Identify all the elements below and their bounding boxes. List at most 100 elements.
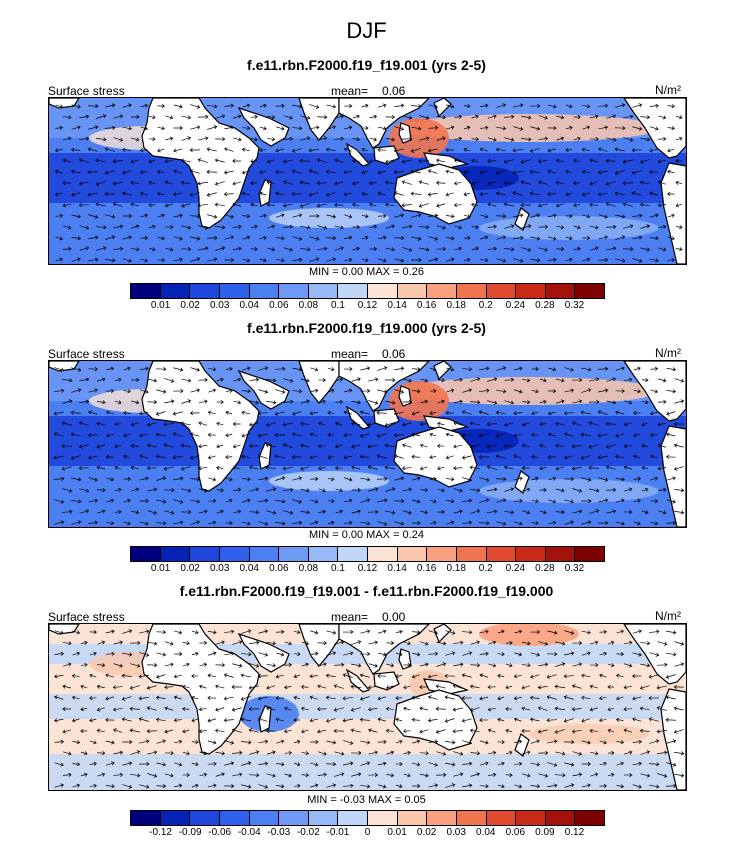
wind-vector [147,400,158,405]
wind-vector [113,137,124,142]
wind-vector [368,377,379,382]
wind-vector [377,213,387,218]
wind-vector [72,762,81,767]
wind-vector [581,169,590,174]
wind-vector [539,487,547,493]
wind-vector [326,762,337,767]
wind-vector [656,706,667,711]
wind-vector [78,158,89,163]
wind-vector [598,498,609,503]
wind-vector [555,378,565,383]
wind-vector [667,169,675,174]
wind-vector [123,389,131,394]
wind-vector [469,465,480,470]
wind-vector [403,706,411,711]
wind-vector [54,695,64,700]
wind-vector [265,465,276,470]
wind-vector [79,399,90,404]
wind-vector [266,202,275,207]
wind-vector [412,739,421,744]
wind-vector [571,421,582,426]
wind-vector [121,673,132,678]
wind-vector [615,389,625,394]
wind-vector [656,750,668,755]
wind-vector [478,521,490,526]
wind-vector [453,509,463,514]
wind-vector [395,784,403,789]
wind-vector [667,148,675,153]
wind-vector [606,246,617,251]
wind-vector [632,103,643,108]
wind-vector [148,159,156,164]
wind-vector [641,400,649,405]
wind-vector [190,388,201,393]
wind-vector [463,169,471,175]
wind-vector [673,421,684,427]
wind-vector [658,378,667,383]
wind-vector [650,499,659,504]
wind-vector [471,158,479,163]
wind-vector [258,389,269,394]
wind-vector [310,388,319,393]
wind-vector [368,772,379,778]
wind-vector [589,488,600,493]
wind-vector [293,695,301,700]
wind-vector [104,170,115,175]
wind-vector [293,717,301,723]
wind-vector [470,509,481,514]
wind-vector [419,706,429,711]
wind-vector [242,258,251,263]
wind-vector [359,410,370,415]
wind-vector [377,784,387,789]
wind-vector [428,695,438,700]
panel-3-mean-value: 0.00 [382,610,406,624]
wind-vector [140,258,149,263]
wind-vector [318,466,326,471]
wind-vector [62,772,72,777]
wind-vector [258,366,269,371]
panel-1-colorbar-ticks: 0.01 0.02 0.03 0.04 0.06 0.08 0.1 0.12 0.14 0.16 0… [130,300,605,312]
wind-vector [317,684,327,689]
wind-vector [657,466,667,471]
wind-vector [233,400,242,405]
colorbar-swatch [575,547,604,561]
wind-vector [157,191,165,196]
wind-vector [105,235,116,240]
wind-vector [581,498,592,504]
wind-vector [80,751,88,756]
wind-vector [216,421,224,426]
wind-vector [130,202,140,207]
colorbar-tick-label: 0.14 [387,300,407,311]
wind-vector [216,399,224,405]
wind-vector [572,662,583,667]
wind-vector [589,158,599,163]
wind-vector [232,158,242,164]
wind-vector [97,772,106,777]
wind-vector [395,739,403,744]
wind-vector [411,236,422,241]
wind-vector [174,739,183,744]
wind-vector [301,641,309,646]
wind-vector [181,136,191,141]
wind-vector [174,630,183,635]
wind-vector [605,181,616,186]
wind-vector [223,192,234,197]
colorbar-swatch [190,547,220,561]
colorbar-tick-label: 0.01 [150,300,171,311]
wind-vector [453,444,463,449]
wind-vector [266,400,277,405]
wind-vector [215,114,226,119]
wind-vector [343,740,354,745]
wind-vector [503,159,514,164]
wind-vector [488,772,497,777]
wind-vector [88,388,98,393]
wind-vector [649,432,658,438]
wind-vector [317,246,328,251]
wind-vector [495,147,506,152]
wind-vector [487,707,496,712]
wind-vector [232,444,241,449]
wind-vector [293,630,301,635]
wind-vector [327,477,335,482]
wind-vector [351,465,361,470]
wind-vector [446,388,455,393]
